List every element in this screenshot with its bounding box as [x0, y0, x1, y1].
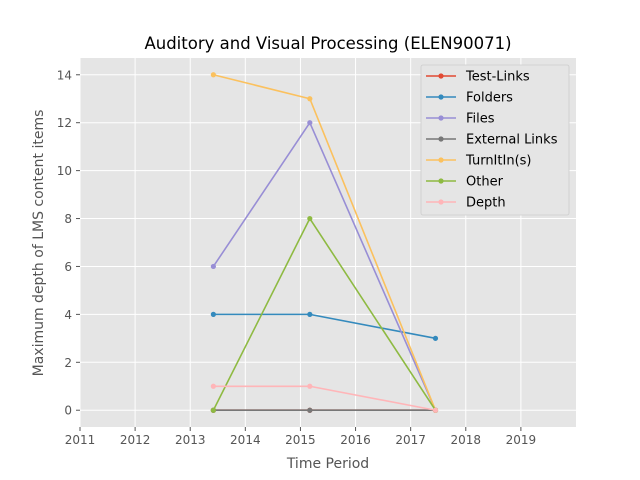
x-axis-ticks: 2011 2012 2013 2014 2015 2016 2017 2018 2019: [65, 427, 536, 447]
legend: Test-Links Folders Files External Links Turn…: [420, 64, 570, 216]
data-point: [210, 311, 216, 317]
data-point: [432, 407, 439, 413]
legend-entry-label: Depth: [466, 196, 506, 211]
data-point: [307, 120, 313, 126]
y-tick-label: 8: [64, 212, 72, 226]
legend-swatch-marker: [438, 136, 444, 142]
y-tick-label: 4: [64, 308, 72, 322]
x-tick-label: 2015: [285, 433, 316, 447]
x-tick-label: 2019: [506, 433, 537, 447]
y-tick-label: 10: [57, 164, 72, 178]
data-point: [210, 263, 216, 270]
legend-swatch-marker: [438, 94, 444, 100]
x-tick-label: 2016: [340, 433, 371, 447]
legend-entry-label: Other: [466, 175, 504, 190]
data-point: [307, 383, 313, 389]
y-tick-label: 12: [57, 116, 72, 130]
x-tick-label: 2013: [175, 433, 206, 447]
legend-swatch-marker: [438, 199, 444, 205]
data-point: [307, 215, 313, 222]
y-axis-label: Maximum depth of LMS content items: [31, 110, 47, 377]
chart-title: Auditory and Visual Processing (ELEN9007…: [144, 34, 511, 53]
y-tick-label: 0: [64, 404, 72, 418]
legend-entry-label: Test-Links: [465, 70, 530, 85]
y-tick-label: 6: [64, 260, 72, 274]
legend-entry-label: External Links: [466, 133, 558, 148]
x-tick-label: 2012: [120, 433, 151, 447]
data-point: [307, 407, 313, 413]
legend-swatch-marker: [438, 157, 444, 163]
legend-entry-label: Files: [466, 112, 495, 127]
data-point: [210, 72, 216, 78]
data-point: [210, 407, 216, 413]
data-point: [432, 335, 439, 341]
x-tick-label: 2011: [65, 433, 96, 447]
legend-entry-label: TurnItIn(s): [465, 154, 531, 169]
series-depth: [210, 383, 439, 413]
legend-swatch-marker: [438, 178, 444, 184]
series-folders: [210, 311, 439, 341]
y-tick-label: 2: [64, 356, 72, 370]
legend-entry-label: Folders: [466, 91, 513, 106]
x-tick-label: 2017: [395, 433, 426, 447]
data-point: [307, 311, 313, 317]
x-axis-label: Time Period: [286, 456, 369, 472]
legend-swatch-marker: [438, 115, 444, 121]
x-tick-label: 2014: [230, 433, 261, 447]
data-point: [307, 96, 313, 102]
y-axis-ticks: 0 2 4 6 8 10 12 14: [57, 68, 80, 418]
series-layer: [210, 72, 439, 413]
x-tick-label: 2018: [451, 433, 482, 447]
legend-swatch-marker: [438, 73, 444, 79]
legend-box: [420, 64, 570, 216]
y-tick-label: 14: [57, 68, 72, 82]
data-point: [210, 383, 216, 389]
